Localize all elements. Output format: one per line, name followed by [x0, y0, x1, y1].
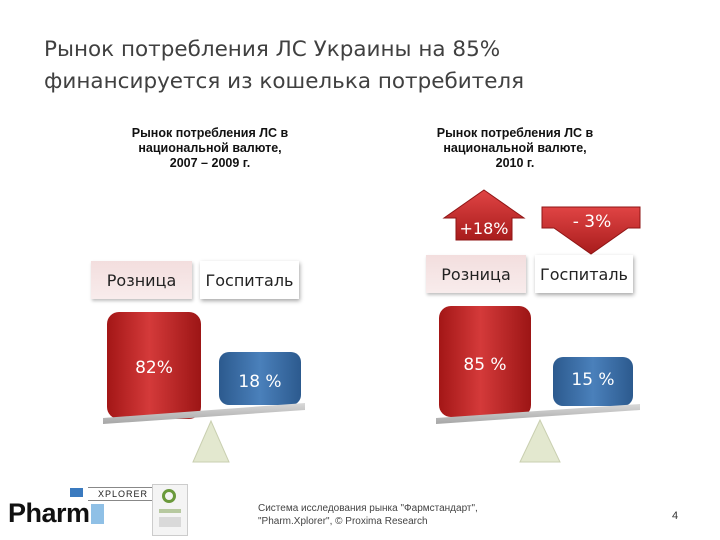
badge-circle-icon: [162, 489, 176, 503]
logo-xplorer-box: XPLORER: [88, 487, 158, 501]
logo-square-dark: [70, 488, 83, 497]
left-blue-bar: [219, 352, 301, 405]
right-hospital-label: Госпиталь: [535, 255, 633, 293]
right-retail-label-text: Розница: [441, 264, 511, 284]
left-red-bar: [107, 312, 201, 419]
right-blue-bar: [553, 357, 633, 406]
right-subtitle-line-2: национальной валюте,: [443, 141, 587, 155]
badge-stripe-icon: [159, 509, 181, 513]
logo-xplorer-text: XPLORER: [97, 489, 148, 499]
left-retail-label: Розница: [91, 261, 192, 299]
left-hospital-label-text: Госпиталь: [205, 270, 294, 290]
page-number: 4: [672, 510, 679, 522]
left-plank: [103, 403, 305, 424]
right-retail-value: 85 %: [463, 355, 507, 375]
quality-badge-logo: [152, 484, 188, 536]
right-hospital-label-text: Госпиталь: [540, 264, 628, 284]
logo-square-light: [91, 504, 104, 524]
right-plank: [436, 404, 640, 424]
footer-source: Система исследования рынка "Фармстандарт…: [258, 502, 558, 528]
footer-line-1: Система исследования рынка "Фармстандарт…: [258, 503, 478, 514]
page-title: Рынок потребления ЛС Украины на 85% фина…: [44, 34, 664, 98]
up-arrow-shape: [442, 189, 526, 241]
left-subtitle-line-3: 2007 – 2009 г.: [169, 156, 251, 170]
right-retail-label: Розница: [426, 255, 526, 293]
left-hospital-label: Госпиталь: [200, 261, 299, 299]
down-arrow-shape: [541, 206, 641, 255]
badge-block-icon: [159, 517, 181, 527]
right-subtitle: Рынок потребления ЛС в национальной валю…: [405, 126, 625, 171]
pharmxplorer-logo: XPLORER Pharm: [8, 486, 208, 536]
hospital-change-label: - 3%: [572, 212, 612, 232]
title-line-2: финансируется из кошелька потребителя: [44, 69, 525, 94]
right-red-bar: [439, 306, 531, 417]
right-hospital-value: 15 %: [571, 370, 615, 390]
left-subtitle-line-1: Рынок потребления ЛС в: [131, 126, 289, 140]
left-retail-label-text: Розница: [106, 270, 177, 290]
footer-line-2: "Pharm.Xplorer", © Proxima Research: [258, 516, 428, 527]
left-retail-value: 82%: [135, 358, 173, 378]
right-subtitle-line-3: 2010 г.: [495, 156, 535, 170]
right-subtitle-line-1: Рынок потребления ЛС в: [436, 126, 594, 140]
left-subtitle: Рынок потребления ЛС в национальной валю…: [100, 126, 320, 171]
left-hospital-value: 18 %: [238, 372, 282, 392]
logo-pharm-text: Pharm: [8, 498, 90, 528]
title-line-1: Рынок потребления ЛС Украины на 85%: [44, 37, 501, 62]
right-fulcrum: [519, 418, 561, 463]
retail-change-label: +18%: [459, 219, 509, 238]
left-fulcrum: [192, 419, 230, 463]
left-subtitle-line-2: национальной валюте,: [138, 141, 282, 155]
